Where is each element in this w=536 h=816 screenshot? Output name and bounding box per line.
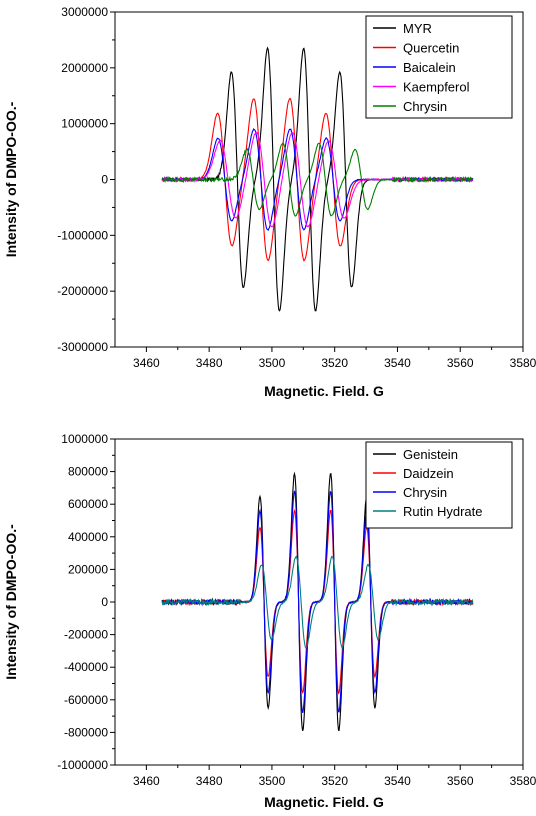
top-series-line-kaempferol bbox=[161, 131, 474, 228]
bottom-x-axis-title: Magnetic. Field. G bbox=[264, 794, 384, 810]
bottom-x-tick-label: 3540 bbox=[384, 774, 411, 788]
bottom-y-tick-label: -400000 bbox=[64, 660, 108, 674]
top-y-tick-label: 0 bbox=[101, 173, 108, 187]
bottom-legend: Genistein Daidzein Chrysin Rutin Hydrate bbox=[365, 441, 513, 529]
bottom-x-tick-label: 3560 bbox=[447, 774, 474, 788]
bottom-y-tick-label: 400000 bbox=[68, 530, 108, 544]
top-x-tick-label: 3560 bbox=[447, 356, 474, 370]
top-x-tick-label: 3520 bbox=[321, 356, 348, 370]
top-x-tick-label: 3480 bbox=[196, 356, 223, 370]
top-y-tick-label: -2000000 bbox=[57, 284, 108, 298]
top-y-tick-label: 3000000 bbox=[61, 5, 108, 19]
top-x-tick-label: 3460 bbox=[133, 356, 160, 370]
bottom-legend-label: Daidzein bbox=[403, 466, 454, 481]
bottom-plot-area: 3460 3480 3500 3520 3540 3560 3580 -1000000 -800… bbox=[57, 432, 536, 788]
top-y-tick-label: 1000000 bbox=[61, 117, 108, 131]
bottom-series-line-rutin-hydrate bbox=[161, 555, 474, 651]
bottom-x-tick-label: 3460 bbox=[133, 774, 160, 788]
bottom-y-tick-label: -800000 bbox=[64, 725, 108, 739]
chart-bottom: 3460 3480 3500 3520 3540 3560 3580 -1000000 -800… bbox=[3, 432, 536, 810]
chart-top: 3460 3480 3500 3520 3540 3560 3580 -3000000 -200… bbox=[3, 5, 536, 399]
top-legend: MYR Quercetin Baicalein Kaempferol Chrysin bbox=[365, 15, 513, 119]
bottom-series-line-chrysin bbox=[161, 490, 474, 714]
bottom-legend-box bbox=[365, 441, 513, 529]
bottom-legend-label: Genistein bbox=[403, 447, 458, 462]
top-legend-label: Quercetin bbox=[403, 41, 459, 56]
top-series-line-chrysin bbox=[161, 142, 474, 217]
top-x-tick-label: 3500 bbox=[259, 356, 286, 370]
top-y-axis-title: Intensity of DMPO-OO.- bbox=[3, 101, 19, 257]
bottom-y-tick-label: -600000 bbox=[64, 693, 108, 707]
bottom-y-tick-label: 0 bbox=[101, 595, 108, 609]
bottom-x-tick-label: 3500 bbox=[259, 774, 286, 788]
top-legend-label: MYR bbox=[403, 21, 432, 36]
bottom-legend-label: Rutin Hydrate bbox=[403, 504, 482, 519]
top-legend-label: Kaempferol bbox=[403, 80, 470, 95]
bottom-y-tick-label: 200000 bbox=[68, 562, 108, 576]
top-x-tick-label: 3580 bbox=[510, 356, 536, 370]
bottom-y-tick-label: -200000 bbox=[64, 628, 108, 642]
top-y-tick-label: -1000000 bbox=[57, 228, 108, 242]
bottom-y-tick-label: 600000 bbox=[68, 497, 108, 511]
top-x-tick-label: 3540 bbox=[384, 356, 411, 370]
bottom-x-tick-label: 3520 bbox=[321, 774, 348, 788]
bottom-y-tick-label: -1000000 bbox=[57, 758, 108, 772]
top-x-axis-title: Magnetic. Field. G bbox=[264, 383, 384, 399]
bottom-x-tick-label: 3480 bbox=[196, 774, 223, 788]
top-legend-label: Chrysin bbox=[403, 99, 447, 114]
bottom-y-axis-title: Intensity of DMPO-OO.- bbox=[3, 524, 19, 680]
bottom-y-tick-label: 1000000 bbox=[61, 432, 108, 446]
top-y-tick-label: 2000000 bbox=[61, 61, 108, 75]
bottom-y-tick-label: 800000 bbox=[68, 465, 108, 479]
bottom-x-tick-label: 3580 bbox=[510, 774, 536, 788]
top-legend-label: Baicalein bbox=[403, 60, 456, 75]
bottom-legend-label: Chrysin bbox=[403, 485, 447, 500]
top-y-tick-label: -3000000 bbox=[57, 340, 108, 354]
top-plot-area: 3460 3480 3500 3520 3540 3560 3580 -3000000 -200… bbox=[57, 5, 536, 370]
